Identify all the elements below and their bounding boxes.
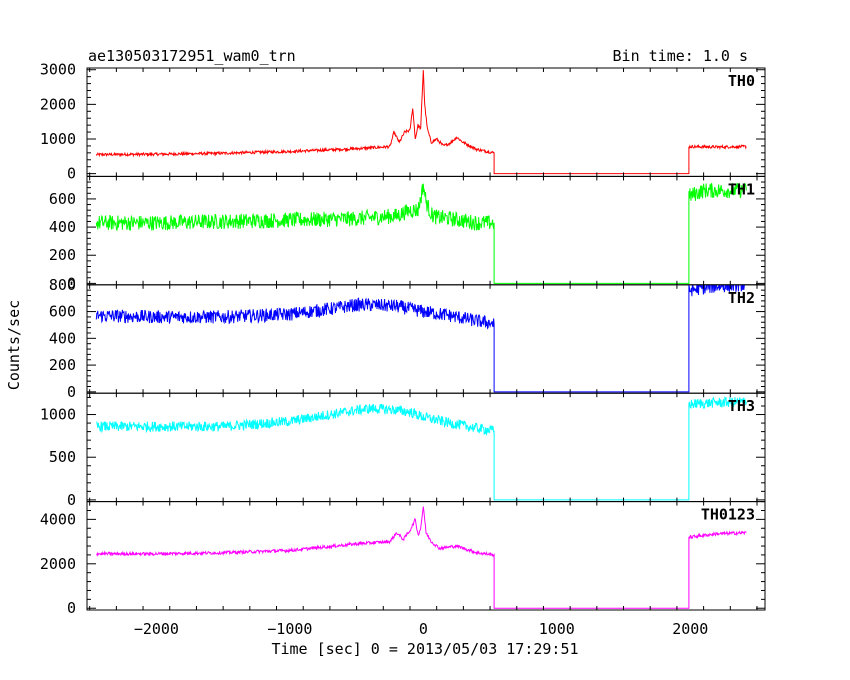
series-line-th1 bbox=[95, 182, 747, 284]
y-tick-label-th3: 500 bbox=[49, 448, 76, 466]
panel-frame-th2 bbox=[86, 284, 766, 394]
y-tick-label-th0123: 2000 bbox=[40, 555, 76, 573]
y-tick-label-th0123: 0 bbox=[67, 599, 76, 617]
series-line-th0123 bbox=[96, 506, 747, 609]
y-tick-label-th0: 2000 bbox=[40, 95, 76, 113]
y-tick-label-th0: 0 bbox=[67, 165, 76, 183]
bin-time-label: Bin time: 1.0 s bbox=[613, 47, 748, 65]
panel-frame-th3 bbox=[86, 392, 766, 503]
panel-th0: TH0 0 1000 2000 3000 bbox=[40, 61, 766, 183]
panel-label-th1: TH1 bbox=[728, 180, 755, 198]
y-tick-label-th1: 200 bbox=[49, 246, 76, 264]
y-tick-label-th2: 400 bbox=[49, 329, 76, 347]
chart-title: ae130503172951_wam0_trn bbox=[88, 47, 296, 65]
y-tick-label-th0: 1000 bbox=[40, 130, 76, 148]
panel-label-th3: TH3 bbox=[728, 397, 755, 415]
y-tick-label-th3: 1000 bbox=[40, 406, 76, 424]
x-tick-label: 2000 bbox=[672, 620, 708, 638]
y-tick-label-th0: 3000 bbox=[40, 61, 76, 79]
panel-label-th2: TH2 bbox=[728, 289, 755, 307]
panel-th2: TH2 0 200 400 600 800 bbox=[49, 276, 766, 401]
panel-th3: TH3 0 500 1000 bbox=[40, 392, 766, 509]
x-axis-label: Time [sec] 0 = 2013/05/03 17:29:51 bbox=[271, 640, 578, 658]
y-tick-label-th2: 800 bbox=[49, 276, 76, 294]
panel-frame-th0123 bbox=[86, 501, 766, 611]
x-tick-label: 0 bbox=[419, 620, 428, 638]
x-tick-label: −2000 bbox=[134, 620, 179, 638]
panel-th1: TH1 0 200 400 600 bbox=[49, 175, 766, 292]
y-tick-label-th1: 400 bbox=[49, 218, 76, 236]
y-tick-label-th1: 0 bbox=[67, 274, 76, 292]
panel-frame-th0 bbox=[86, 67, 766, 177]
panel-th0123: TH0123 0 2000 4000 bbox=[40, 501, 766, 617]
y-tick-label-th2: 0 bbox=[67, 383, 76, 401]
y-axis-label: Counts/sec bbox=[5, 300, 23, 390]
series-line-th2 bbox=[95, 284, 747, 393]
series-line-th3 bbox=[96, 396, 747, 501]
y-tick-label-th3: 0 bbox=[67, 491, 76, 509]
panels-group: TH0 0 1000 2000 3000 TH1 0 200 400 600 TH2 0 200 400 6… bbox=[40, 61, 766, 638]
panel-label-th0123: TH0123 bbox=[701, 506, 755, 524]
y-tick-label-th2: 600 bbox=[49, 303, 76, 321]
x-tick-label: 1000 bbox=[539, 620, 575, 638]
y-tick-label-th1: 600 bbox=[49, 190, 76, 208]
x-tick-label: −1000 bbox=[267, 620, 312, 638]
series-line-th0 bbox=[95, 70, 747, 175]
panel-label-th0: TH0 bbox=[728, 72, 755, 90]
y-tick-label-th0123: 4000 bbox=[40, 510, 76, 528]
y-tick-label-th2: 200 bbox=[49, 356, 76, 374]
